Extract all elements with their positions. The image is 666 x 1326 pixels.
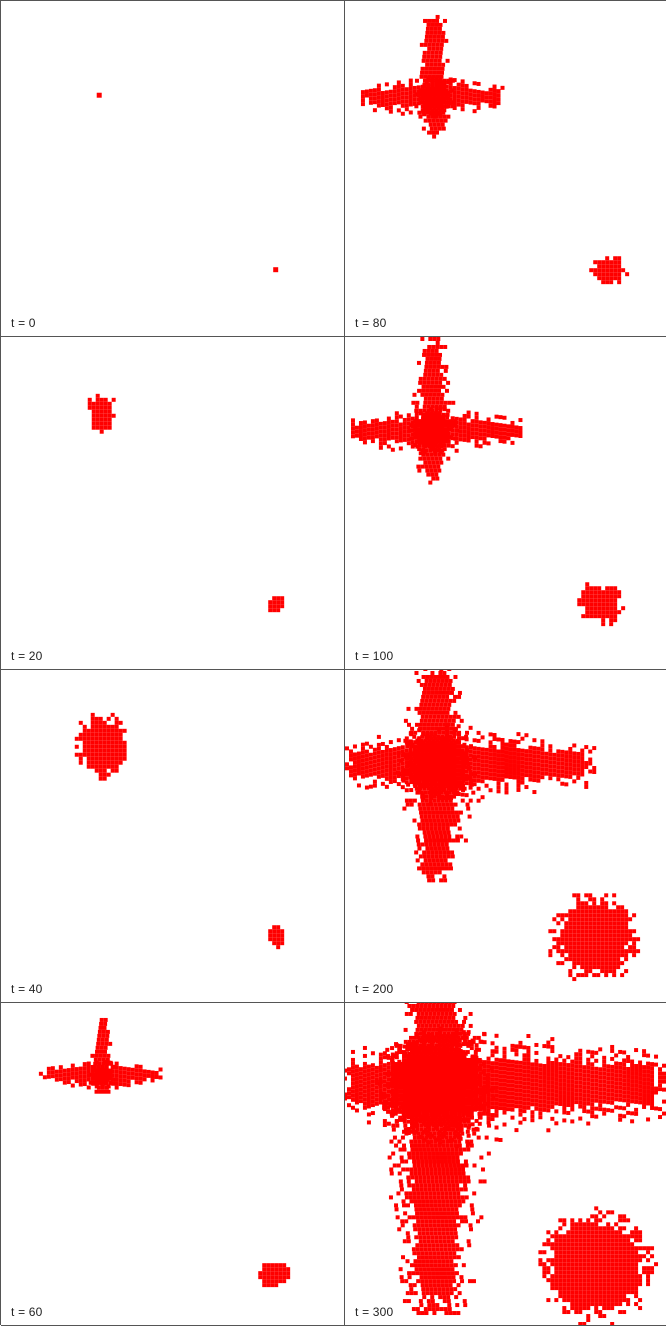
- panel-t300: t = 300: [345, 1003, 666, 1326]
- cluster-small: [548, 893, 640, 981]
- panel-t0-canvas: [1, 1, 344, 336]
- cluster-seed-a: [97, 93, 102, 98]
- panel-label: t = 40: [11, 982, 43, 996]
- panel-t40-canvas: [1, 670, 344, 1002]
- panel-t80-canvas: [345, 1, 666, 336]
- cluster-a: [88, 394, 116, 434]
- panel-label: t = 60: [11, 1305, 43, 1319]
- panel-t100: t = 100: [345, 337, 666, 670]
- panel-t60-canvas: [1, 1003, 344, 1325]
- panel-t20: t = 20: [1, 337, 345, 670]
- panel-label: t = 200: [355, 982, 393, 996]
- panel-t40: t = 40: [1, 670, 345, 1003]
- panel-t300-canvas: [345, 1003, 666, 1325]
- panel-label: t = 100: [355, 649, 393, 663]
- panel-t0: t = 0: [1, 1, 345, 337]
- cluster-small: [538, 1206, 658, 1325]
- panel-label: t = 20: [11, 649, 43, 663]
- panel-label: t = 0: [11, 316, 36, 330]
- cluster-b: [268, 925, 284, 949]
- cluster-b: [268, 596, 284, 612]
- cluster-a: [75, 713, 127, 781]
- panel-t100-canvas: [345, 337, 666, 669]
- panel-t80: t = 80: [345, 1, 666, 337]
- cluster-small: [577, 582, 625, 626]
- cluster-small: [258, 1263, 290, 1287]
- panel-label: t = 80: [355, 316, 387, 330]
- panel-label: t = 300: [355, 1305, 393, 1319]
- cluster-seed-b: [273, 267, 278, 272]
- cluster-cross: [39, 1018, 163, 1094]
- cluster-cross: [351, 337, 522, 485]
- cluster-cross: [361, 15, 505, 139]
- panel-t200-canvas: [345, 670, 666, 1002]
- panel-t200: t = 200: [345, 670, 666, 1003]
- panel-t60: t = 60: [1, 1003, 345, 1326]
- panel-t20-canvas: [1, 337, 344, 669]
- cluster-small: [589, 256, 629, 284]
- cluster-cross: [345, 670, 596, 882]
